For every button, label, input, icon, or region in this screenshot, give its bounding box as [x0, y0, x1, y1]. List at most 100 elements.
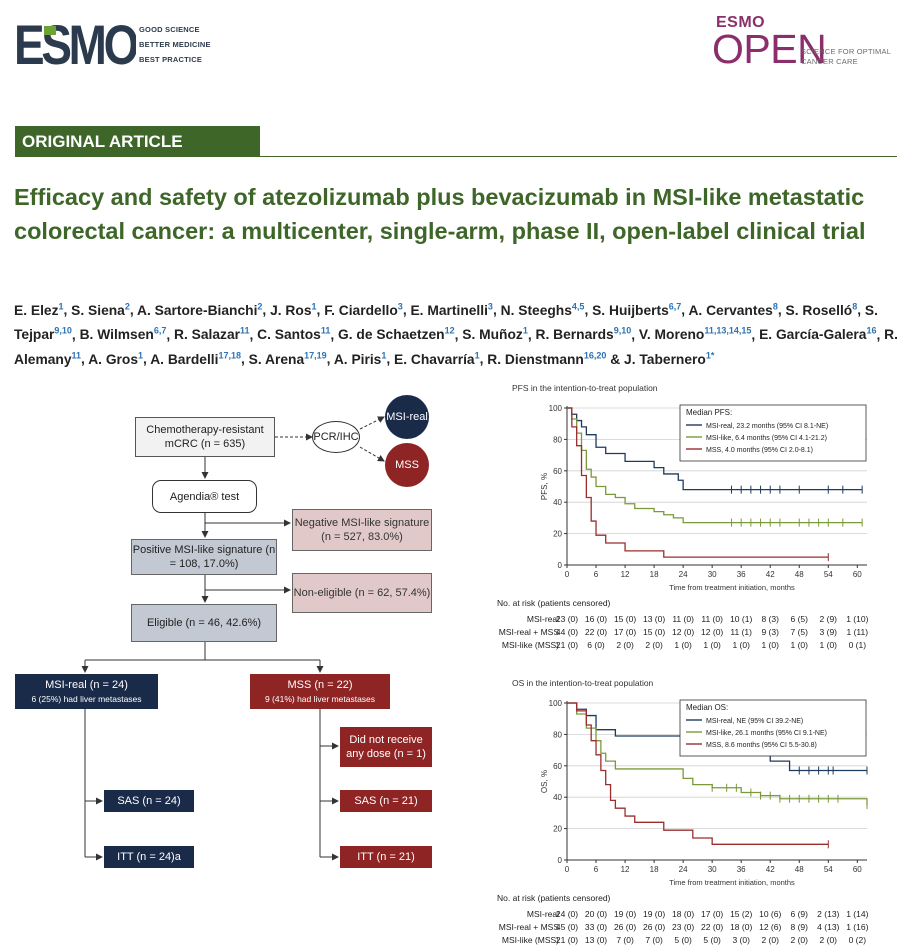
y-tick-label: 40: [553, 793, 562, 802]
author-affiliation[interactable]: 16: [866, 325, 877, 336]
flow-mss-circle: MSS: [385, 443, 429, 487]
risk-cell: 2 (0): [790, 935, 808, 945]
flow-no-dose-box: Did not receive any dose (n = 1): [340, 727, 432, 767]
x-tick-label: 60: [853, 570, 862, 579]
author-list: E. Elez1, S. Siena2, A. Sartore-Bianchi2…: [14, 301, 898, 367]
author-affiliation[interactable]: 1: [58, 301, 64, 311]
x-tick-label: 54: [824, 865, 833, 874]
author-affiliation[interactable]: 11: [71, 350, 82, 361]
risk-table-header: No. at risk (patients censored): [497, 893, 611, 903]
legend-entry: MSS, 4.0 months (95% CI 2.0-8.1): [706, 447, 813, 454]
author-affiliation[interactable]: 1: [522, 325, 528, 336]
flow-eligible-box: Eligible (n = 46, 42.6%): [131, 604, 277, 642]
km-series-line-2: [567, 702, 829, 845]
chart-title: OS in the intention-to-treat population: [512, 678, 654, 688]
author: S. Roselló8: [786, 301, 858, 318]
legend-title: Median OS:: [686, 703, 728, 712]
author-affiliation[interactable]: 1: [138, 350, 144, 361]
author: G. de Schaetzen12: [338, 325, 455, 343]
author-affiliation[interactable]: 12: [444, 325, 455, 336]
risk-cell: 17 (0): [613, 627, 637, 637]
author-affiliation[interactable]: 1: [381, 350, 387, 361]
risk-cell: 9 (3): [761, 627, 779, 637]
risk-cell: 1 (10): [846, 614, 869, 624]
author-affiliation[interactable]: 2: [257, 301, 263, 311]
author-affiliation[interactable]: 4,5: [571, 301, 585, 311]
author-affiliation[interactable]: 8: [852, 301, 858, 311]
risk-cell: 18 (0): [672, 909, 695, 919]
risk-cell: 13 (0): [642, 614, 666, 624]
y-tick-label: 60: [553, 467, 562, 476]
y-tick-label: 100: [549, 404, 563, 413]
author: R. Dienstmann16,20: [487, 350, 607, 367]
flowchart: Chemotherapy-resistant mCRC (n = 635) PC…: [0, 395, 460, 875]
author-affiliation[interactable]: 6,7: [668, 301, 682, 311]
chart-title: PFS in the intention-to-treat population: [512, 383, 658, 393]
x-tick-label: 18: [650, 865, 659, 874]
section-label: ORIGINAL ARTICLE: [15, 126, 260, 157]
author-name: V. Moreno: [638, 327, 705, 343]
journal-tagline: SCIENCE FOR OPTIMAL CANCER CARE: [801, 47, 892, 66]
legend-box: [679, 404, 867, 462]
x-tick-label: 0: [565, 865, 570, 874]
y-tick-label: 20: [553, 825, 562, 834]
author-affiliation[interactable]: 8: [772, 301, 778, 311]
author-affiliation[interactable]: 16,20: [583, 350, 607, 361]
risk-cell: 5 (0): [674, 935, 692, 945]
pfs-risk-table: No. at risk (patients censored) MSI-real 2…: [497, 598, 902, 658]
risk-cell: 1 (16): [846, 922, 869, 932]
x-tick-label: 48: [795, 570, 804, 579]
author-affiliation[interactable]: 1*: [705, 350, 715, 361]
risk-cell: 6 (0): [587, 640, 605, 650]
flow-pcr-oval: PCR/IHC: [312, 421, 360, 453]
flow-mss-arm: MSS (n = 22) 9 (41%) had liver metastase…: [250, 674, 390, 709]
author-affiliation[interactable]: 6,7: [153, 325, 167, 336]
risk-cell: 44 (0): [555, 627, 579, 637]
y-tick-label: 100: [549, 699, 563, 708]
author: N. Steeghs4,5: [500, 301, 585, 318]
author-affiliation[interactable]: 17,18: [218, 350, 241, 361]
author-name: N. Steeghs: [500, 302, 572, 318]
author-affiliation[interactable]: 2: [124, 301, 130, 311]
risk-cell: 11 (0): [672, 614, 694, 624]
author: S. Huijberts6,7: [592, 301, 682, 318]
risk-cell: 26 (0): [642, 922, 666, 932]
risk-cell: 23 (0): [672, 922, 695, 932]
risk-cell: 19 (0): [642, 909, 666, 919]
os-risk-table: No. at risk (patients censored) MSI-real 2…: [497, 893, 902, 950]
author-affiliation[interactable]: 3: [397, 301, 403, 311]
flow-itt-left: ITT (n = 24)a: [104, 846, 194, 868]
author-affiliation[interactable]: 1: [311, 301, 317, 311]
risk-cell: 33 (0): [584, 922, 608, 932]
flow-positive-box: Positive MSI-like signature (n = 108, 17…: [131, 539, 277, 575]
author-affiliation[interactable]: 3: [487, 301, 493, 311]
flow-start-box: Chemotherapy-resistant mCRC (n = 635): [135, 417, 275, 457]
flow-sas-right: SAS (n = 21): [340, 790, 432, 812]
author-name: J. Tabernero: [624, 351, 706, 367]
author-name: A. Sartore-Bianchi: [137, 302, 258, 318]
author-name: C. Santos: [257, 327, 321, 343]
risk-cell: 6 (5): [790, 614, 808, 624]
os-chart: OS in the intention-to-treat population 0…: [497, 675, 902, 890]
author-affiliation[interactable]: 9,10: [613, 325, 632, 336]
author-affiliation[interactable]: 11,13,14,15: [704, 325, 752, 336]
author-affiliation[interactable]: 17,19: [304, 350, 327, 361]
legend-entry: MSI-like, 6.4 months (95% CI 4.1-21.2): [706, 435, 827, 442]
risk-cell: 12 (0): [672, 627, 695, 637]
author: E. Martinelli3: [410, 301, 493, 318]
author: E. García-Galera16: [759, 325, 877, 343]
risk-cell: 4 (13): [817, 922, 840, 932]
y-tick-label: 40: [553, 498, 562, 507]
author-affiliation[interactable]: 9,10: [54, 325, 72, 336]
risk-cell: 1 (0): [703, 640, 721, 650]
km-plot: OS in the intention-to-treat population 0…: [512, 678, 868, 887]
risk-cell: 1 (0): [674, 640, 692, 650]
author-affiliation[interactable]: 11: [239, 325, 250, 336]
author-name: S. Arena: [248, 351, 305, 367]
author: F. Ciardello3: [324, 301, 403, 318]
author-name: E. Elez: [14, 302, 59, 318]
author-affiliation[interactable]: 11: [320, 325, 331, 336]
x-tick-label: 12: [621, 570, 630, 579]
author: R. Bernards9,10: [536, 325, 632, 343]
author-affiliation[interactable]: 1: [474, 350, 480, 361]
